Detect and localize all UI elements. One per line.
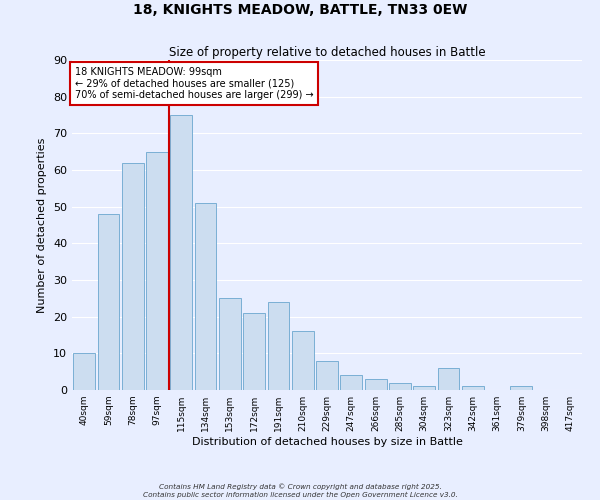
Bar [194, 203, 217, 390]
Text: 18, KNIGHTS MEADOW, BATTLE, TN33 0EW: 18, KNIGHTS MEADOW, BATTLE, TN33 0EW [133, 2, 467, 16]
Bar [219, 298, 241, 390]
Bar [437, 368, 460, 390]
Bar [413, 386, 435, 390]
Bar [268, 302, 289, 390]
X-axis label: Distribution of detached houses by size in Battle: Distribution of detached houses by size … [191, 437, 463, 447]
Title: Size of property relative to detached houses in Battle: Size of property relative to detached ho… [169, 46, 485, 59]
Bar [389, 382, 411, 390]
Bar [146, 152, 168, 390]
Bar [122, 162, 143, 390]
Bar [243, 313, 265, 390]
Bar [462, 386, 484, 390]
Bar [292, 332, 314, 390]
Bar [365, 379, 386, 390]
Bar [97, 214, 119, 390]
Text: Contains HM Land Registry data © Crown copyright and database right 2025.
Contai: Contains HM Land Registry data © Crown c… [143, 484, 457, 498]
Bar [340, 376, 362, 390]
Bar [511, 386, 532, 390]
Text: 18 KNIGHTS MEADOW: 99sqm
← 29% of detached houses are smaller (125)
70% of semi-: 18 KNIGHTS MEADOW: 99sqm ← 29% of detach… [74, 66, 313, 100]
Bar [316, 360, 338, 390]
Bar [73, 354, 95, 390]
Y-axis label: Number of detached properties: Number of detached properties [37, 138, 47, 312]
Bar [170, 115, 192, 390]
